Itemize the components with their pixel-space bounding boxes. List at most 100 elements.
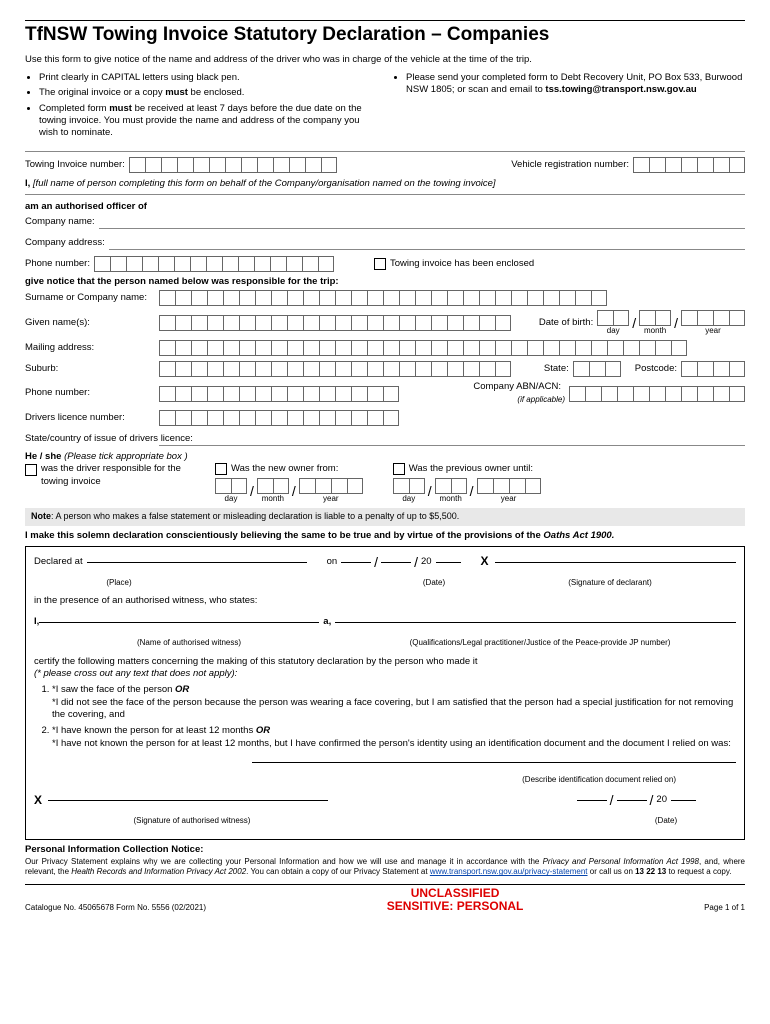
vehicle-reg-input[interactable] <box>633 157 745 173</box>
witname-cap: (Name of authorised witness) <box>49 638 329 648</box>
classification: UNCLASSIFIED SENSITIVE: PERSONAL <box>387 887 524 913</box>
page-title: TfNSW Towing Invoice Statutory Declarati… <box>25 20 745 48</box>
dob-label: Date of birth: <box>539 317 593 329</box>
catalogue: Catalogue No. 45065678 Form No. 5556 (02… <box>25 903 206 913</box>
presence: in the presence of an authorised witness… <box>34 595 736 607</box>
enclosed-checkbox[interactable] <box>374 258 386 270</box>
dob-day-input[interactable] <box>597 310 629 326</box>
sigwit-cap: (Signature of authorised witness) <box>52 816 332 826</box>
declared-at-label: Declared at <box>34 556 83 568</box>
phone-label: Phone number: <box>25 258 90 270</box>
cross-out: (* please cross out any text that does n… <box>34 668 736 680</box>
page-number: Page 1 of 1 <box>704 903 745 913</box>
mailing-label: Mailing address: <box>25 342 155 354</box>
opt2-label: Was the new owner from: <box>231 463 338 475</box>
opt3-day[interactable] <box>393 478 425 494</box>
towing-invoice-input[interactable] <box>129 157 337 173</box>
cert-1: *I saw the face of the person OR *I did … <box>52 684 736 721</box>
dob-month-input[interactable] <box>639 310 671 326</box>
place-cap: (Place) <box>34 578 204 588</box>
phone-input[interactable] <box>94 256 334 272</box>
date-cap: (Date) <box>384 578 484 588</box>
certify: certify the following matters concerning… <box>34 656 736 668</box>
sigdecl-cap: (Signature of declarant) <box>484 578 736 588</box>
d3: day <box>402 494 415 504</box>
given-label: Given name(s): <box>25 317 155 329</box>
note-bar: Note: A person who makes a false stateme… <box>25 508 745 526</box>
opt2-checkbox[interactable] <box>215 463 227 475</box>
heshe: He / she (Please tick appropriate box ) <box>25 451 745 463</box>
wdate-y[interactable] <box>671 800 696 801</box>
m3: month <box>440 494 462 504</box>
y2: year <box>323 494 339 504</box>
notice-heading: give notice that the person named below … <box>25 276 745 288</box>
given-input[interactable] <box>159 315 511 331</box>
suburb-input[interactable] <box>159 361 511 377</box>
on-label: on <box>327 556 338 568</box>
date-y[interactable] <box>436 562 461 563</box>
company-name-input[interactable] <box>99 215 745 229</box>
wdate-m[interactable] <box>617 800 647 801</box>
postcode-label: Postcode: <box>635 363 677 375</box>
enclosed-label: Towing invoice has been enclosed <box>390 258 534 270</box>
opt3-year[interactable] <box>477 478 541 494</box>
vehicle-reg-label: Vehicle registration number: <box>511 159 629 171</box>
intro-text: Use this form to give notice of the name… <box>25 54 745 66</box>
mailing-input[interactable] <box>159 340 687 356</box>
dob-day-label: day <box>607 326 620 336</box>
instructions: Print clearly in CAPITAL letters using b… <box>25 72 745 143</box>
towing-invoice-label: Towing Invoice number: <box>25 159 125 171</box>
opt2-day[interactable] <box>215 478 247 494</box>
licence-input[interactable] <box>159 410 399 426</box>
company-address-input[interactable] <box>109 236 745 250</box>
i-fullname: I, [full name of person completing this … <box>25 178 745 190</box>
state-input[interactable] <box>573 361 621 377</box>
wdate-cap: (Date) <box>596 816 736 826</box>
postcode-input[interactable] <box>681 361 745 377</box>
date-d[interactable] <box>341 562 371 563</box>
qual-input[interactable] <box>335 622 736 623</box>
issue-label: State/country of issue of drivers licenc… <box>25 433 155 445</box>
opt3-month[interactable] <box>435 478 467 494</box>
opt1-checkbox[interactable] <box>25 464 37 476</box>
company-address-label: Company address: <box>25 237 105 249</box>
date-m[interactable] <box>381 562 411 563</box>
privacy-link[interactable]: www.transport.nsw.gov.au/privacy-stateme… <box>430 867 588 876</box>
licence-label: Drivers licence number: <box>25 412 155 424</box>
opt1-label: was the driver responsible for the towin… <box>41 463 211 488</box>
auth-officer-heading: am an authorised officer of <box>25 201 745 213</box>
opt3-label: Was the previous owner until: <box>409 463 533 475</box>
opt2-month[interactable] <box>257 478 289 494</box>
sig-witness[interactable] <box>48 800 328 801</box>
dob-month-label: month <box>644 326 666 336</box>
state-label: State: <box>544 363 569 375</box>
m2: month <box>262 494 284 504</box>
phone2-label: Phone number: <box>25 387 155 399</box>
oath: I make this solemn declaration conscient… <box>25 530 745 542</box>
opt2-year[interactable] <box>299 478 363 494</box>
privacy-heading: Personal Information Collection Notice: <box>25 844 745 856</box>
qual-cap: (Qualifications/Legal practitioner/Justi… <box>344 638 736 648</box>
abn-input[interactable] <box>569 386 745 402</box>
phone2-input[interactable] <box>159 386 399 402</box>
surname-label: Surname or Company name: <box>25 292 155 304</box>
surname-input[interactable] <box>159 290 607 306</box>
abn-label: Company ABN/ACN: <box>473 381 561 392</box>
d2: day <box>225 494 238 504</box>
a-label: a, <box>323 616 331 628</box>
place-input[interactable] <box>87 562 307 563</box>
opt3-checkbox[interactable] <box>393 463 405 475</box>
dob-year-label: year <box>705 326 721 336</box>
sig-declarant[interactable] <box>495 562 736 563</box>
issue-input[interactable] <box>159 432 745 446</box>
dob-year-input[interactable] <box>681 310 745 326</box>
witness-name-input[interactable] <box>39 622 319 623</box>
company-name-label: Company name: <box>25 216 95 228</box>
id-doc-input[interactable] <box>252 762 736 763</box>
iddoc-cap: (Describe identification document relied… <box>52 775 736 785</box>
cert-2: *I have known the person for at least 12… <box>52 725 736 785</box>
y3: year <box>501 494 517 504</box>
suburb-label: Suburb: <box>25 363 155 375</box>
abn-sublabel: (if applicable) <box>517 395 565 404</box>
wdate-d[interactable] <box>577 800 607 801</box>
